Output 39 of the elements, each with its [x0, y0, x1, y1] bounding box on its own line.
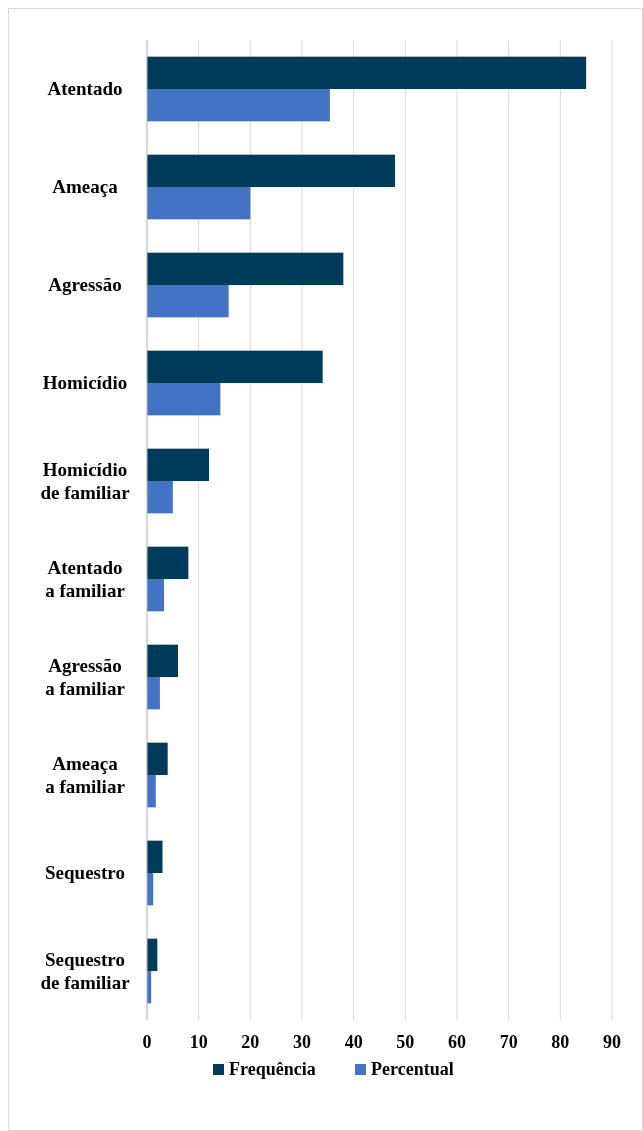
- bar: [147, 56, 587, 89]
- x-tick-label: 70: [499, 1032, 518, 1052]
- x-tick-label: 60: [448, 1032, 466, 1052]
- x-tick-label: 30: [293, 1032, 311, 1052]
- x-tick-label: 40: [344, 1032, 363, 1052]
- bar: [147, 285, 229, 318]
- bar: [147, 481, 173, 514]
- y-tick-label: Atentado: [47, 78, 123, 99]
- y-tick-label: Ameaça: [52, 176, 119, 197]
- y-tick-label: Atentado a familiar: [45, 557, 126, 601]
- x-tick-label: 80: [551, 1032, 570, 1052]
- bar: [147, 579, 165, 612]
- y-tick-label: Agressão: [48, 274, 122, 295]
- legend-label: Percentual: [371, 1059, 454, 1079]
- x-tick-label: 20: [241, 1032, 260, 1052]
- x-tick-label: 90: [603, 1032, 621, 1052]
- bar: [147, 252, 344, 285]
- y-tick-label: Homicídio de familiar: [40, 459, 131, 503]
- y-tick-label: Sequestro: [45, 862, 125, 883]
- bar: [147, 383, 221, 416]
- y-tick-label: Agressão a familiar: [45, 655, 126, 699]
- bar: [147, 350, 323, 383]
- bar: [147, 644, 178, 677]
- x-tick-label: 10: [189, 1032, 208, 1052]
- bar: [147, 154, 395, 187]
- bar: [147, 677, 160, 710]
- bar: [147, 742, 168, 775]
- bar: [147, 775, 156, 808]
- y-tick-label: Ameaça a familiar: [45, 753, 126, 797]
- legend-label: Frequência: [229, 1059, 316, 1079]
- y-tick-label: Homicídio: [42, 372, 128, 393]
- bar: [147, 546, 189, 579]
- bar: [147, 89, 330, 122]
- x-tick-label: 50: [396, 1032, 415, 1052]
- y-tick-label: Sequestro de familiar: [40, 949, 131, 993]
- bar: [147, 187, 251, 220]
- bar: [147, 448, 209, 481]
- x-tick-label: 0: [142, 1032, 152, 1052]
- bar: [147, 840, 163, 873]
